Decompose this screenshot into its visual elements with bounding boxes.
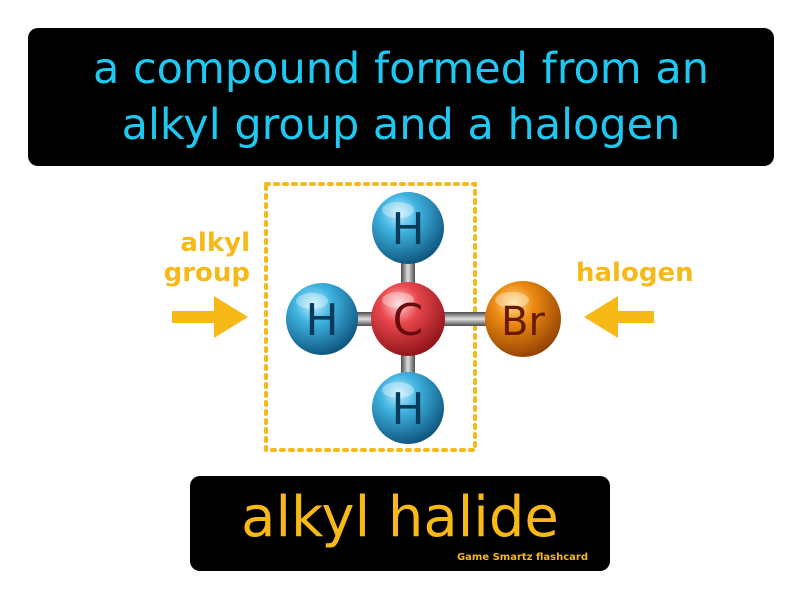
definition-line-1: a compound formed from an [93, 44, 709, 94]
atom-label-left: H [305, 295, 338, 346]
term-box: alkyl halide Game Smartz flashcard [190, 476, 610, 571]
alkyl-group-label-line-1: alkyl [180, 228, 250, 258]
atom-label-center: C [393, 295, 424, 346]
right-arrow-icon [584, 296, 654, 338]
definition-line-2: alkyl group and a halogen [121, 100, 681, 150]
credit-text: Game Smartz flashcard [456, 552, 588, 563]
carbon-atom: C [371, 282, 445, 356]
hydrogen-atom-top: H [372, 192, 444, 264]
hydrogen-atom-bottom: H [372, 372, 444, 444]
left-arrow-icon [172, 296, 248, 338]
hydrogen-atom-left: H [286, 283, 358, 355]
atom-label-top: H [391, 204, 424, 255]
bromine-atom: Br [485, 281, 561, 357]
alkyl-group-label: alkyl group [150, 228, 250, 288]
atom-label-bottom: H [391, 384, 424, 435]
atom-label-right: Br [501, 299, 545, 345]
definition-box: a compound formed from an alkyl group an… [28, 28, 774, 166]
halogen-label: halogen [576, 258, 694, 288]
bond-right [440, 312, 490, 326]
term-title: alkyl halide [241, 485, 559, 550]
alkyl-group-label-line-2: group [163, 258, 250, 288]
